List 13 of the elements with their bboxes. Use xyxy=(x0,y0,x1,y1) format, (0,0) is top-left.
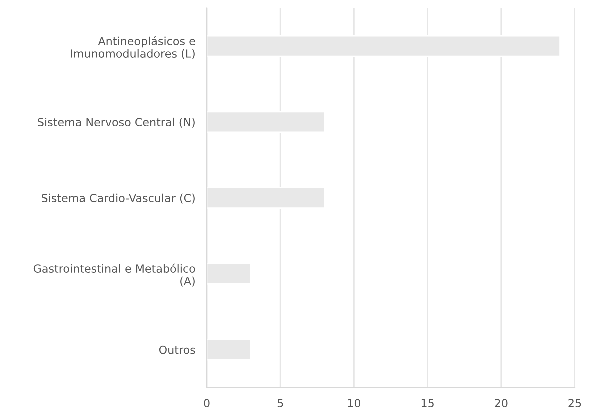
x-tick-label: 20 xyxy=(495,399,508,408)
y-tick-label: Outros xyxy=(159,346,196,354)
x-tick-label: 10 xyxy=(348,399,361,408)
bar xyxy=(207,338,252,361)
x-tick-label: 15 xyxy=(422,399,434,408)
x-tick-label: 25 xyxy=(568,399,582,408)
x-tick-label: 0 xyxy=(204,399,210,408)
x-tick-label: 5 xyxy=(278,399,284,408)
y-tick-label: Sistema Nervoso Central (N) xyxy=(38,118,195,128)
y-tick-label: Antineoplásicos e Imunomoduladores (L) xyxy=(71,36,196,60)
bar xyxy=(207,263,252,285)
y-tick-label: Gastrointestinal e Metabólico (A) xyxy=(34,264,196,287)
y-tick-label: Sistema Cardio-Vascular (C) xyxy=(42,194,195,204)
